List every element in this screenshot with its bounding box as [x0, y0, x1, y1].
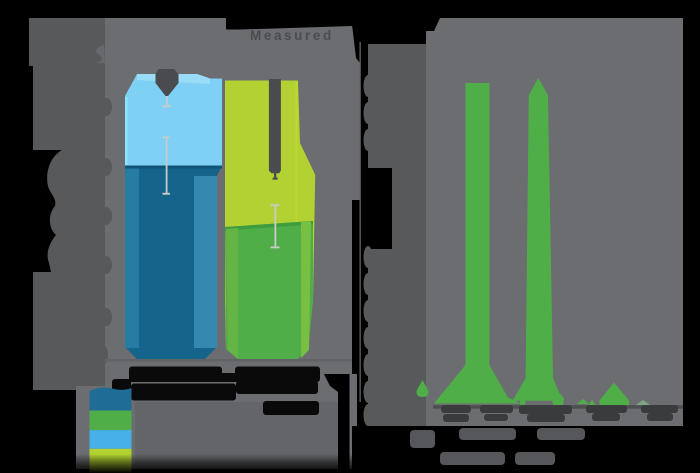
svg-text:Measured: Measured [250, 28, 334, 43]
